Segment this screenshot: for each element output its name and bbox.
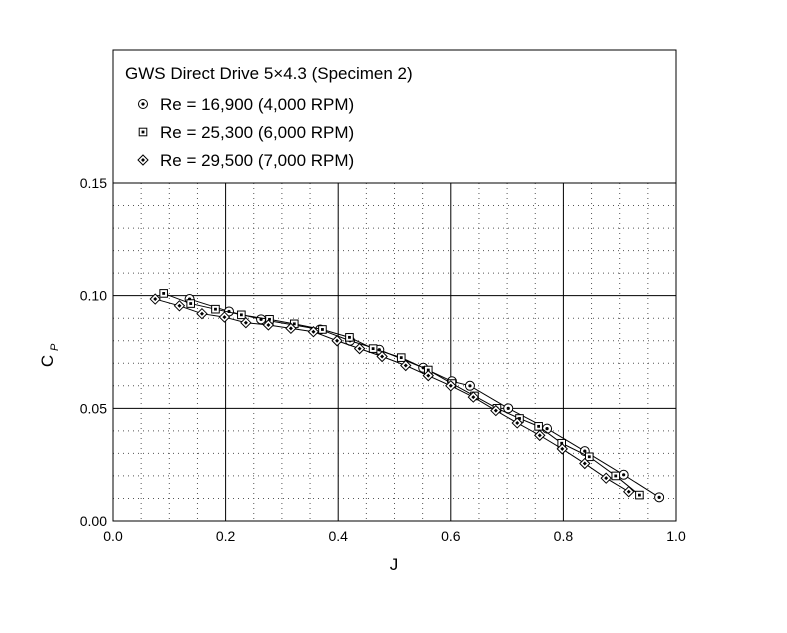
- data-point: [376, 350, 388, 363]
- chart-title: GWS Direct Drive 5×4.3 (Specimen 2): [125, 64, 413, 83]
- data-point: [331, 335, 343, 347]
- data-point: [511, 417, 523, 429]
- legend-frame: [112, 49, 677, 184]
- legend-entry: Re = 29,500 (7,000 RPM): [137, 151, 354, 170]
- data-point: [318, 325, 327, 334]
- legend-label: Re = 29,500 (7,000 RPM): [160, 151, 354, 170]
- data-point: [503, 403, 514, 414]
- legend-label: Re = 16,900 (4,000 RPM): [160, 95, 354, 114]
- data-point: [490, 404, 502, 417]
- y-axis-label-subscript: P: [49, 343, 61, 351]
- y-tick-label: 0.10: [80, 288, 107, 304]
- x-tick-label: 0.8: [554, 528, 574, 544]
- x-tick-label: 0.0: [103, 528, 123, 544]
- legend-marker: [138, 127, 148, 137]
- data-point: [345, 333, 354, 342]
- data-point: [285, 322, 297, 335]
- data-point: [353, 342, 366, 355]
- data-point: [173, 300, 186, 312]
- data-point: [237, 310, 246, 320]
- data-point: [307, 326, 320, 338]
- data-point: [256, 314, 267, 325]
- series-2: [159, 289, 644, 500]
- data-point: [534, 422, 543, 431]
- series-line: [189, 298, 660, 498]
- legend-marker: [137, 154, 149, 166]
- series-line: [163, 292, 640, 496]
- y-tick-label: 0.05: [80, 400, 107, 416]
- legend-marker: [138, 99, 148, 109]
- data-point: [579, 457, 591, 470]
- series-line: [155, 298, 629, 493]
- y-axis-label: C P: [38, 343, 61, 367]
- legend: GWS Direct Drive 5×4.3 (Specimen 2) Re =…: [112, 49, 677, 184]
- legend-label: Re = 25,300 (6,000 RPM): [160, 123, 354, 142]
- data-point: [635, 490, 644, 500]
- x-tick-label: 0.2: [216, 528, 236, 544]
- grid: [113, 183, 676, 521]
- data-point: [186, 299, 195, 308]
- axis-ticks: 0.0 0.2 0.4 0.6 0.8 1.0 0.00 0.05 0.10 0.15: [80, 175, 686, 544]
- y-axis-label-main: C: [38, 355, 57, 367]
- x-tick-label: 1.0: [666, 528, 686, 544]
- data-point: [159, 289, 168, 298]
- x-tick-label: 0.4: [328, 528, 348, 544]
- data-point: [240, 316, 252, 329]
- data-point: [196, 307, 208, 320]
- data-point: [556, 443, 568, 455]
- data-point: [396, 353, 406, 362]
- series-3: [149, 293, 635, 498]
- data-point: [218, 311, 231, 323]
- data-point: [618, 469, 629, 480]
- data-point: [464, 380, 475, 391]
- x-axis-label: J: [390, 555, 399, 574]
- y-tick-label: 0.00: [80, 513, 107, 529]
- data-point: [422, 369, 434, 382]
- data-point: [623, 485, 635, 498]
- y-tick-label: 0.15: [80, 175, 107, 191]
- data-point: [445, 380, 457, 392]
- data-point: [611, 471, 621, 481]
- plot-frame: [112, 182, 677, 522]
- data-point: [467, 391, 480, 403]
- data-point: [211, 304, 220, 314]
- data-point: [600, 472, 612, 484]
- data-point: [542, 423, 553, 434]
- data-point: [262, 319, 275, 331]
- data-point: [654, 492, 665, 503]
- x-tick-label: 0.6: [441, 528, 461, 544]
- data-point: [534, 429, 546, 442]
- data-point: [149, 293, 161, 305]
- legend-entry: Re = 16,900 (4,000 RPM): [138, 95, 354, 114]
- data-point: [400, 359, 412, 372]
- series: [149, 289, 665, 503]
- data-point: [584, 452, 594, 462]
- data-point: [368, 344, 378, 353]
- legend-entry: Re = 25,300 (6,000 RPM): [138, 123, 354, 142]
